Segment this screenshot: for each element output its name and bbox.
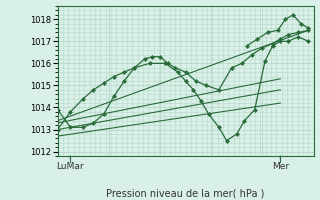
Text: LuMar: LuMar xyxy=(57,162,84,171)
Text: Mer: Mer xyxy=(272,162,289,171)
Text: Pression niveau de la mer( hPa ): Pression niveau de la mer( hPa ) xyxy=(107,189,265,199)
